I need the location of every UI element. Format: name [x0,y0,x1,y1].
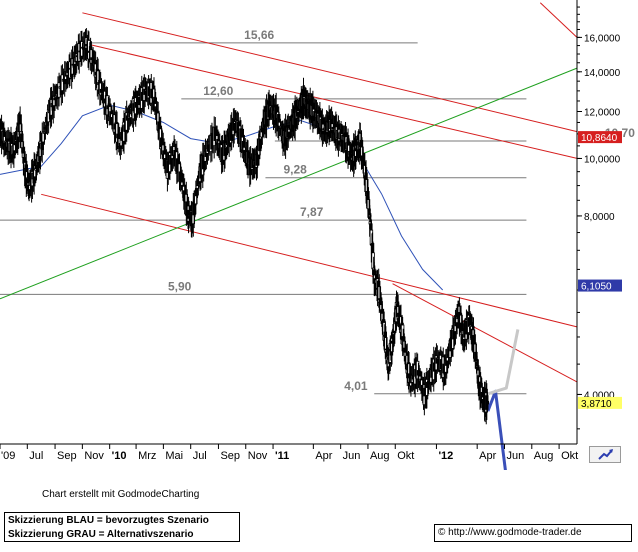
y-tick-label-5: 4,0000 [584,390,615,401]
x-tick-label-2: Sep [57,450,77,462]
x-tick-label-14: Okt [397,450,414,462]
x-axis: '09 Jul Sep Nov '10 Mrz Mai Jul Sep Nov '11 Apr Jun A… [0,444,578,462]
x-tick-label-13: Aug [370,450,390,462]
trendline-3 [41,193,578,328]
arrow-icon [598,449,613,460]
source-link[interactable]: © http://www.godmode-trader.de [434,524,632,542]
y-tick-label-3: 10,0000 [584,154,621,165]
x-tick-label-10: '11 [275,450,289,462]
x-tick-label-18: Aug [534,450,554,462]
x-tick-label-3: Nov [84,450,104,462]
x-tick-label-11: Apr [315,450,332,462]
x-tick-label-16: Apr [479,450,496,462]
y-axis: 16,0000 14,0000 12,0000 10,0000 8,0000 4,0000… [577,6,622,430]
level-label-3: 9,28 [283,163,307,177]
grid-layer [0,42,527,395]
y-tick-label-2: 12,0000 [584,107,621,118]
trendline-0 [82,42,578,159]
x-tick-label-6: Mai [165,450,183,462]
scenario-legend: Skizzierung BLAU = bevorzugtes Szenario … [4,512,240,542]
x-tick-label-5: Mrz [138,450,156,462]
x-tick-label-4: '10 [112,450,127,462]
x-tick-label-7: Jul [193,450,207,462]
level-label-0: 15,66 [244,28,274,42]
level-label-5: 5,90 [168,279,192,293]
level-label-4: 7,87 [300,205,324,219]
y-tick-label-0: 16,0000 [584,33,621,44]
trendline-1 [82,12,578,133]
trendline-2 [539,2,578,38]
price-marker-bg-2 [578,396,622,409]
trendline-4 [392,283,578,383]
candle-body [367,208,371,212]
chart-credit: Chart erstellt mit GodmodeCharting [42,489,200,500]
price-marker-label-1: 6,1050 [581,282,612,293]
x-tick-label-15: '12 [438,450,453,462]
plot-area-background [0,0,577,444]
x-tick-label-19: Okt [561,450,578,462]
y-tick-label-4: 8,0000 [584,212,615,223]
candle-body [485,400,490,405]
legend-blue-line: Skizzierung BLAU = bevorzugtes Szenario [8,515,209,526]
x-tick-label-0: '09 [1,450,15,462]
x-tick-label-1: Jul [29,450,43,462]
level-label-1: 12,60 [203,84,233,98]
price-marker-label-2: 3,8710 [581,399,612,410]
x-tick-label-12: Jun [343,450,361,462]
x-tick-label-9: Nov [248,450,268,462]
price-marker-bg-1 [578,279,622,292]
price-layer [0,28,490,425]
level-label-6: 4,01 [344,379,368,393]
y-tick-label-1: 14,0000 [584,68,621,79]
trendline-5 [0,67,578,300]
scenario-path-grau [487,329,520,396]
price-marker-label-0: 10,8640 [581,133,618,144]
price-marker-bg-0 [578,131,622,144]
legend-grey-line: Skizzierung GRAU = Alternativszenario [8,529,194,540]
x-tick-label-8: Sep [220,450,240,462]
chart-nav-button[interactable] [589,446,621,463]
x-tick-label-17: Jun [506,450,524,462]
